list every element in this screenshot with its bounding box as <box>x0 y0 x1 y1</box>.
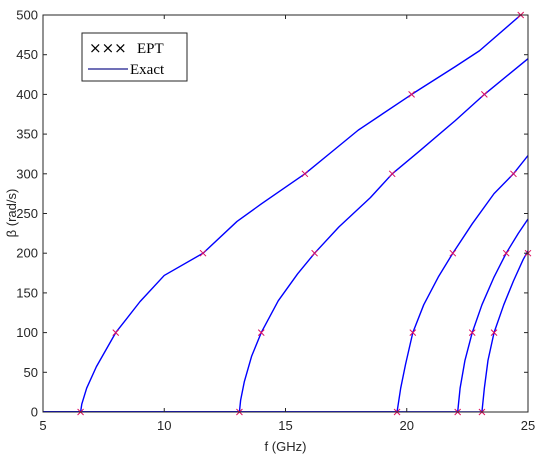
y-axis: 0 50 100 150 200 250 300 350 400 450 500 <box>16 8 528 420</box>
x-tick-label: 20 <box>400 418 414 433</box>
y-tick-label: 250 <box>16 206 38 221</box>
exact-curve-mode-5 <box>43 250 528 412</box>
ept-marker <box>408 91 415 98</box>
y-tick-label: 450 <box>16 47 38 62</box>
y-tick-label: 200 <box>16 246 38 261</box>
x-axis-label: f (GHz) <box>265 439 307 454</box>
ept-marker <box>112 329 120 336</box>
ept-marker <box>199 249 207 257</box>
y-tick-label: 350 <box>16 127 38 142</box>
legend-box <box>81 32 188 82</box>
legend: ××× EPT Exact <box>81 32 188 82</box>
y-tick-label: 150 <box>16 285 38 300</box>
y-tick-label: 300 <box>16 166 38 181</box>
legend-ept-symbol: ××× <box>89 39 127 57</box>
ept-marker <box>490 329 498 336</box>
y-tick-label: 500 <box>16 8 38 23</box>
y-axis-label: β (rad/s) <box>4 189 19 238</box>
ept-marker <box>480 91 488 98</box>
ept-marker <box>409 329 417 336</box>
ept-marker <box>388 170 396 178</box>
exact-curve-mode-1 <box>43 15 523 412</box>
y-tick-label: 100 <box>16 325 38 340</box>
exact-curve-mode-3 <box>43 155 528 412</box>
x-axis: 5 10 15 20 25 <box>39 15 535 433</box>
ept-marker <box>311 249 318 257</box>
ept-marker <box>257 329 265 336</box>
y-tick-label: 400 <box>16 87 38 102</box>
ept-marker <box>301 170 309 178</box>
ept-marker <box>502 249 510 257</box>
ept-marker <box>510 170 517 178</box>
legend-exact-label: Exact <box>130 62 165 78</box>
x-tick-label: 25 <box>521 418 535 433</box>
x-tick-label: 10 <box>157 418 171 433</box>
legend-ept-label: EPT <box>137 41 164 57</box>
x-tick-label: 15 <box>278 418 292 433</box>
ept-marker <box>468 329 476 336</box>
y-tick-label: 0 <box>31 405 38 420</box>
exact-curve-mode-2 <box>43 58 528 412</box>
y-tick-label: 50 <box>24 365 38 380</box>
ept-marker <box>449 249 457 257</box>
x-tick-label: 5 <box>39 418 46 433</box>
